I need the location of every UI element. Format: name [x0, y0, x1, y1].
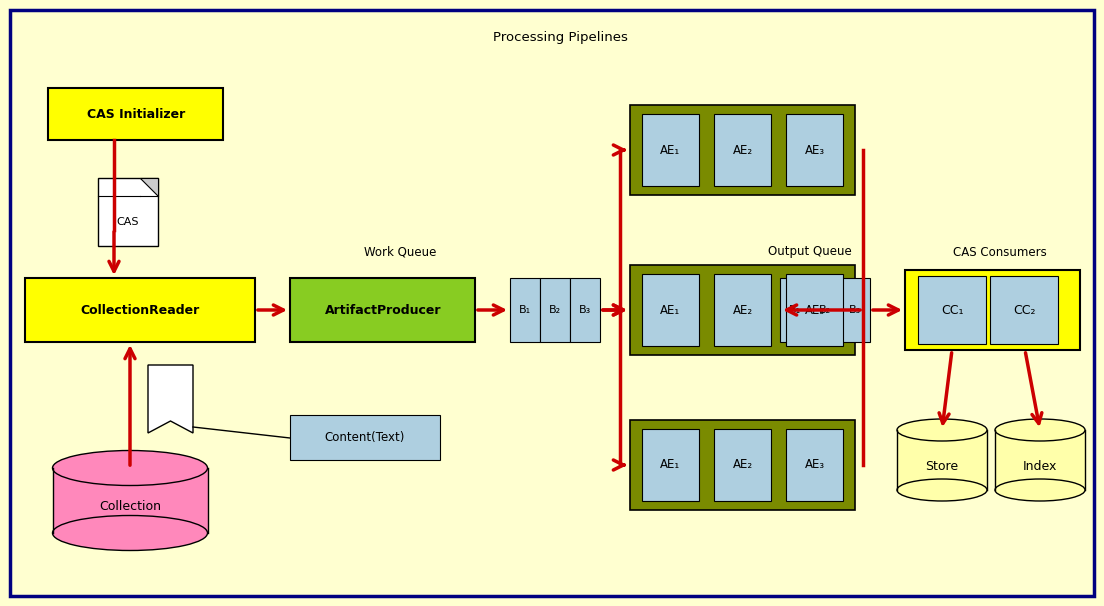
Bar [25, 278, 255, 342]
Bar [786, 429, 843, 501]
Bar [630, 420, 854, 510]
Text: Processing Pipelines: Processing Pipelines [492, 32, 627, 44]
Ellipse shape [896, 419, 987, 441]
Text: B₁: B₁ [519, 305, 531, 315]
Bar [630, 105, 854, 195]
Bar [290, 415, 440, 460]
Bar [896, 430, 987, 490]
Text: CAS: CAS [117, 217, 139, 227]
Text: CollectionReader: CollectionReader [81, 304, 200, 316]
Bar [53, 468, 208, 533]
Bar [990, 276, 1058, 344]
Text: Index: Index [1022, 459, 1058, 473]
Bar [714, 429, 771, 501]
Text: Output Queue: Output Queue [768, 245, 852, 259]
Bar [781, 278, 810, 342]
Text: B₂: B₂ [819, 305, 831, 315]
Text: CC₁: CC₁ [941, 304, 964, 316]
Text: AE₁: AE₁ [660, 459, 681, 471]
Bar [995, 430, 1085, 490]
Bar [98, 178, 158, 246]
Bar [714, 114, 771, 186]
Bar [290, 278, 475, 342]
Bar [786, 114, 843, 186]
Text: B₃: B₃ [849, 305, 861, 315]
Bar [540, 278, 570, 342]
Bar [905, 270, 1080, 350]
Text: ArtifactProducer: ArtifactProducer [325, 304, 442, 316]
Text: B₃: B₃ [578, 305, 591, 315]
Text: AE₂: AE₂ [732, 304, 753, 316]
Text: AE₁: AE₁ [660, 304, 681, 316]
Text: B₁: B₁ [789, 305, 802, 315]
Ellipse shape [896, 479, 987, 501]
Ellipse shape [995, 479, 1085, 501]
Bar [47, 88, 223, 140]
Text: B₂: B₂ [549, 305, 561, 315]
Text: CAS Consumers: CAS Consumers [953, 245, 1047, 259]
Text: AE₂: AE₂ [732, 144, 753, 156]
Text: Content(Text): Content(Text) [325, 431, 405, 444]
Polygon shape [140, 178, 158, 196]
Bar [643, 429, 699, 501]
Bar [643, 274, 699, 346]
Text: AE₃: AE₃ [805, 459, 825, 471]
Bar [630, 265, 854, 355]
Text: AE₁: AE₁ [660, 144, 681, 156]
Bar [643, 114, 699, 186]
Text: Collection: Collection [99, 501, 161, 513]
Text: AE₃: AE₃ [805, 304, 825, 316]
Bar [714, 274, 771, 346]
Text: AE₂: AE₂ [732, 459, 753, 471]
Bar [840, 278, 870, 342]
Bar [786, 274, 843, 346]
Polygon shape [148, 365, 193, 433]
Text: CAS Initializer: CAS Initializer [87, 107, 185, 121]
Ellipse shape [995, 419, 1085, 441]
Text: Store: Store [925, 459, 958, 473]
Text: AE₃: AE₃ [805, 144, 825, 156]
Text: CC₂: CC₂ [1012, 304, 1036, 316]
Text: Work Queue: Work Queue [364, 245, 436, 259]
Ellipse shape [53, 450, 208, 485]
Bar [919, 276, 986, 344]
Bar [570, 278, 599, 342]
Bar [510, 278, 540, 342]
Bar [810, 278, 840, 342]
Ellipse shape [53, 516, 208, 550]
